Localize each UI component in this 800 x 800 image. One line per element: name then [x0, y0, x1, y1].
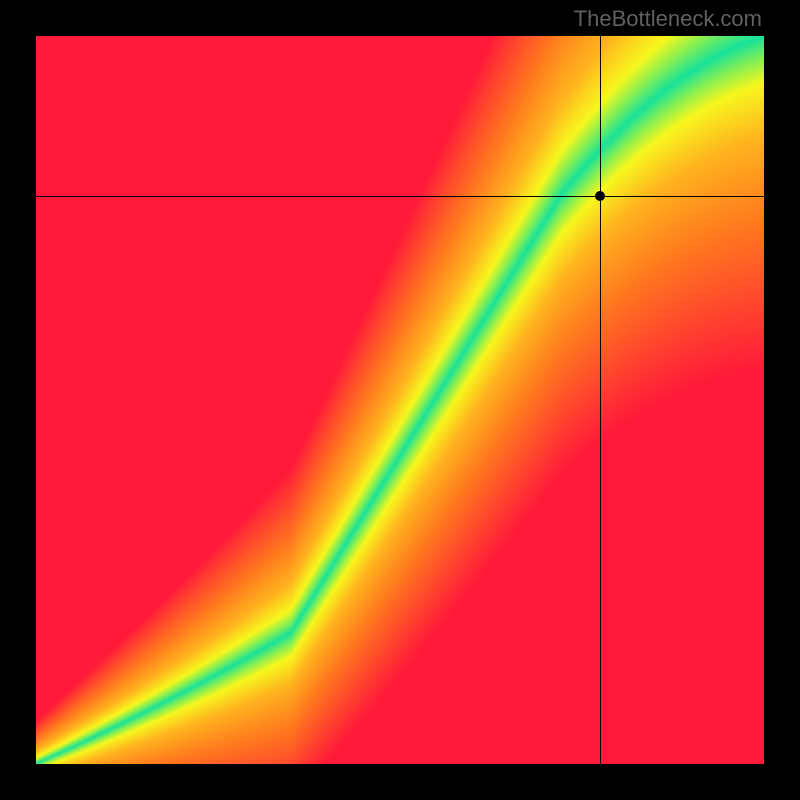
- bottleneck-heatmap: [36, 36, 764, 764]
- crosshair-horizontal-line: [36, 196, 764, 197]
- chart-container: TheBottleneck.com: [0, 0, 800, 800]
- crosshair-vertical-line: [600, 36, 601, 764]
- watermark-text: TheBottleneck.com: [574, 6, 762, 32]
